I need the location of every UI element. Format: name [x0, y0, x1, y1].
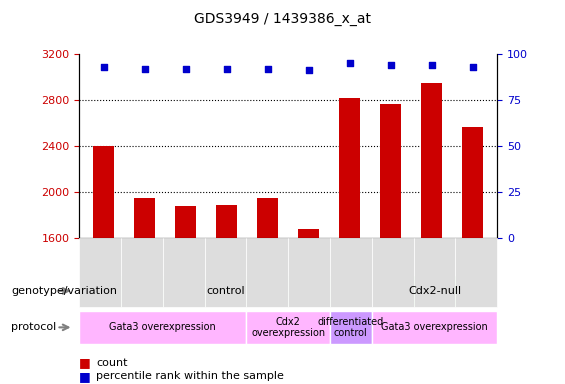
Point: [99, 64, 108, 70]
Text: GDS3949 / 1439386_x_at: GDS3949 / 1439386_x_at: [194, 12, 371, 25]
Bar: [462, 127, 483, 384]
Point: [304, 67, 313, 73]
Text: Cdx2-null: Cdx2-null: [408, 286, 461, 296]
Point: [386, 62, 395, 68]
Bar: [134, 198, 155, 384]
Text: percentile rank within the sample: percentile rank within the sample: [96, 371, 284, 381]
Point: [222, 65, 231, 71]
Point: [181, 65, 190, 71]
Text: ■: ■: [79, 356, 91, 369]
Text: differentiated
control: differentiated control: [318, 316, 384, 338]
Text: Gata3 overexpression: Gata3 overexpression: [381, 322, 488, 333]
Text: genotype/variation: genotype/variation: [11, 286, 118, 296]
Text: count: count: [96, 358, 128, 368]
Text: Cdx2
overexpression: Cdx2 overexpression: [251, 316, 325, 338]
Bar: [298, 229, 319, 384]
Text: Gata3 overexpression: Gata3 overexpression: [110, 322, 216, 333]
Bar: [175, 206, 196, 384]
Bar: [340, 98, 360, 384]
Text: control: control: [206, 286, 245, 296]
Text: protocol: protocol: [11, 322, 56, 333]
Bar: [421, 83, 442, 384]
Bar: [216, 205, 237, 384]
Point: [427, 62, 436, 68]
Bar: [93, 146, 114, 384]
Bar: [258, 198, 278, 384]
Point: [140, 65, 149, 71]
Point: [468, 64, 477, 70]
Bar: [380, 104, 401, 384]
Point: [263, 65, 272, 71]
Text: ■: ■: [79, 370, 91, 383]
Point: [345, 60, 354, 66]
